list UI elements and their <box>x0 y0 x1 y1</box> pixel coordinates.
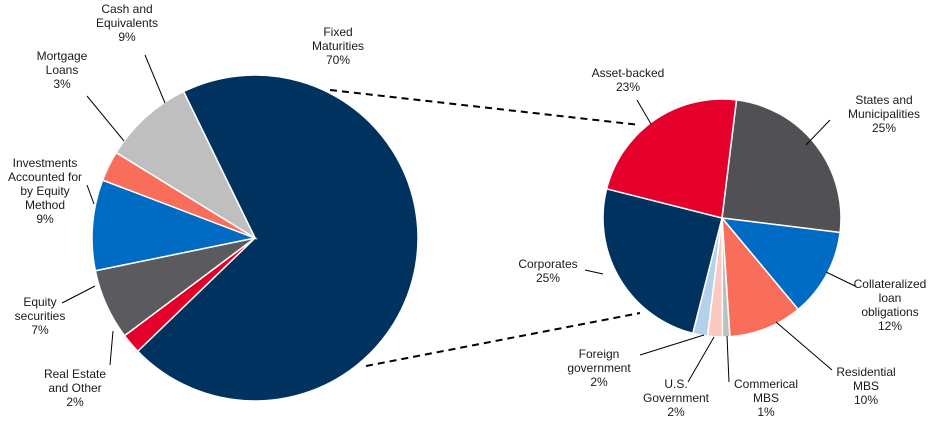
slice-label-foreign-government: Foreign government 2% <box>567 347 631 389</box>
slice-label-mortgage-loans: Mortgage Loans 3% <box>37 49 88 91</box>
pie-slice-cash-and-equivalents <box>115 90 257 240</box>
slice-label-fixed-maturities: Fixed Maturities 70% <box>312 25 364 67</box>
leader-line-commerical-mbs <box>726 335 730 383</box>
slice-label-commerical-mbs: Commerical MBS 1% <box>734 377 798 419</box>
leader-line-u-s-government <box>687 336 715 383</box>
connector-bottom <box>365 312 641 367</box>
slice-label-corporates: Corporates 25% <box>518 257 577 285</box>
leader-line-equity-securities <box>61 285 96 304</box>
portfolio-pie <box>91 74 419 402</box>
pie-slice-corporates <box>602 187 723 335</box>
slice-label-residential-mbs: Residential MBS 10% <box>836 365 895 407</box>
slice-label-real-estate-and-other: Real Estate and Other 2% <box>44 367 106 409</box>
slice-label-states-and-municipalities: States and Municipalities 25% <box>848 93 920 135</box>
leader-line-corporates <box>584 269 604 275</box>
slice-labels: Fixed Maturities 70% Real Estate and Other 2%… <box>8 2 926 419</box>
pie-slice-residential-mbs <box>721 215 800 338</box>
slice-label-u-s-government: U.S. Government 2% <box>643 377 710 419</box>
leader-line-real-estate-and-other <box>109 330 114 366</box>
connector-top <box>329 89 641 126</box>
leader-line-collateralized-loan-obligations <box>825 271 856 287</box>
leader-line-states-and-municipalities <box>805 119 831 146</box>
leader-line-residential-mbs <box>775 321 833 371</box>
leader-line-asset-backed <box>636 99 652 125</box>
pie-slice-states-and-municipalities <box>721 99 842 234</box>
slice-label-collateralized-loan-obligations: Collateralized loan obligations 12% <box>854 277 927 333</box>
fixed-maturities-pie <box>602 98 842 338</box>
slice-label-asset-backed: Asset-backed 23% <box>592 66 665 94</box>
leader-line-foreign-government <box>639 334 705 356</box>
slice-label-investments-accounted-for-by-equity-method: Investments Accounted for by Equity Method 9… <box>8 156 82 226</box>
slice-label-equity-securities: Equity securities 7% <box>15 295 66 337</box>
pie-slice-asset-backed <box>605 98 738 219</box>
leader-line-investments-accounted-for-by-equity-method <box>86 184 95 205</box>
slice-label-cash-and-equivalents: Cash and Equivalents 9% <box>96 2 158 44</box>
pie-slice-investments-accounted-for-by-equity-method <box>91 179 258 272</box>
pie-slice-collateralized-loan-obligations <box>720 217 841 311</box>
leader-line-cash-and-equivalents <box>144 54 166 104</box>
leader-lines <box>61 54 856 383</box>
explode-connectors <box>329 89 641 367</box>
leader-line-mortgage-loans <box>86 95 125 142</box>
pie-slice-fixed-maturities <box>136 74 419 402</box>
